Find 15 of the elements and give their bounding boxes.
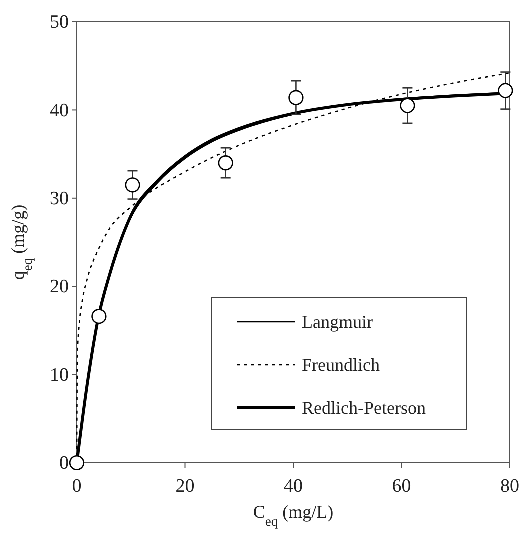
y-tick-label: 30: [50, 188, 69, 210]
legend-label: Freundlich: [302, 355, 380, 375]
x-tick-label: 60: [392, 476, 412, 497]
legend-label: Langmuir: [302, 312, 373, 332]
y-tick-label: 40: [50, 100, 69, 122]
x-tick-label: 40: [284, 476, 303, 497]
legend-label: Redlich-Peterson: [302, 398, 426, 418]
y-tick-label: 0: [60, 453, 69, 474]
y-tick-label: 20: [50, 276, 69, 298]
x-tick-label: 80: [500, 476, 520, 497]
x-tick-label: 0: [72, 476, 82, 497]
x-axis-title: C$_{eq}$ (mg/L): [253, 502, 334, 528]
y-tick-label: 10: [50, 364, 69, 386]
x-tick-label: 20: [176, 476, 195, 497]
y-tick-label: 50: [50, 12, 69, 34]
